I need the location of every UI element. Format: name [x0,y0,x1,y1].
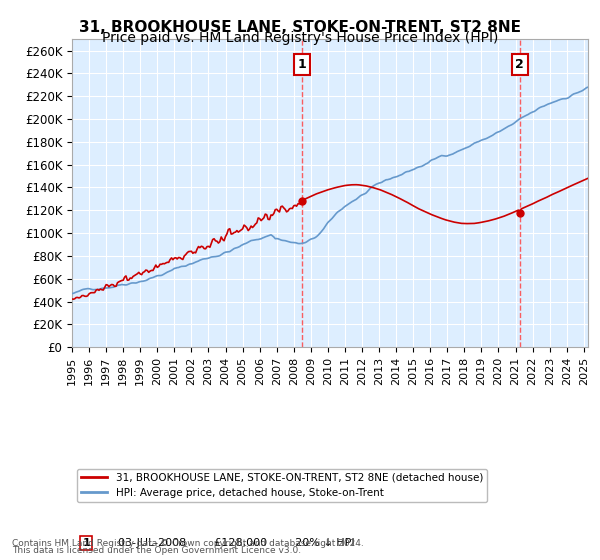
Legend: 31, BROOKHOUSE LANE, STOKE-ON-TRENT, ST2 8NE (detached house), HPI: Average pric: 31, BROOKHOUSE LANE, STOKE-ON-TRENT, ST2… [77,469,487,502]
Text: 03-JUL-2008        £128,000        20% ↓ HPI: 03-JUL-2008 £128,000 20% ↓ HPI [118,538,355,548]
Text: 31, BROOKHOUSE LANE, STOKE-ON-TRENT, ST2 8NE: 31, BROOKHOUSE LANE, STOKE-ON-TRENT, ST2… [79,20,521,35]
Text: Price paid vs. HM Land Registry's House Price Index (HPI): Price paid vs. HM Land Registry's House … [102,31,498,45]
Text: 2: 2 [515,58,524,71]
Text: 1: 1 [298,58,307,71]
Text: Contains HM Land Registry data © Crown copyright and database right 2024.: Contains HM Land Registry data © Crown c… [12,539,364,548]
Text: 1: 1 [82,538,90,548]
Text: This data is licensed under the Open Government Licence v3.0.: This data is licensed under the Open Gov… [12,547,301,556]
